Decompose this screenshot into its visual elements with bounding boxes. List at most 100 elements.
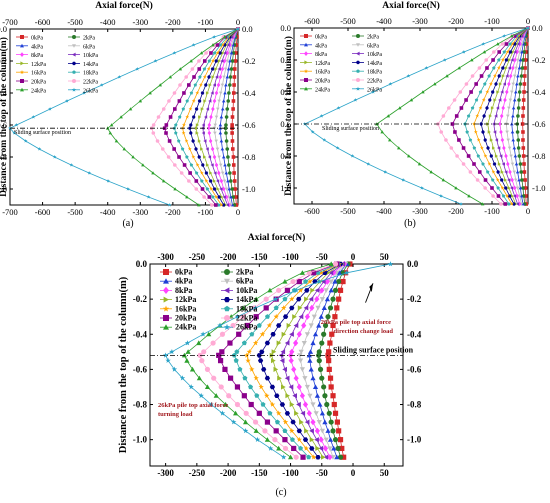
data-point [204,115,208,119]
data-point [502,34,507,38]
data-point [510,58,514,62]
data-point [141,163,145,167]
data-point [398,106,402,110]
data-point [308,323,314,329]
data-point [37,147,42,151]
legend-marker [72,52,76,57]
data-point [316,278,322,284]
data-point [265,314,270,319]
data-point [327,375,334,381]
data-point [191,139,195,143]
data-point [466,154,471,158]
data-point [194,187,199,191]
data-point [480,146,484,150]
data-point [337,454,344,460]
legend-marker [304,86,308,91]
data-point [506,161,510,167]
data-point [195,131,199,135]
data-point [335,146,340,150]
data-point [507,178,511,182]
data-point [293,287,299,293]
x-tick-label-bottom: -200 [448,206,464,216]
data-point [482,114,486,118]
y-tick-label-right: -0.6 [242,120,255,130]
data-point [328,261,334,267]
data-point [459,106,464,110]
y-tick-label-right: -0.2 [407,294,422,304]
series-22kPa [197,261,339,460]
data-point [523,178,527,182]
y-tick-label-left: 0.4 [0,88,8,98]
data-point [517,194,522,198]
data-point [229,179,233,183]
data-point [213,131,217,135]
data-point [524,194,528,198]
data-point [314,393,320,398]
legend-label: 16kPa [31,71,46,77]
series-22kPa [436,26,530,206]
data-point [512,98,517,102]
data-point [298,358,304,364]
data-point [296,296,302,302]
legend-label: 10kPa [367,52,382,58]
y-axis-title: Distance from the top of the column(m) [283,36,294,196]
data-point [514,162,519,166]
data-point [490,186,494,190]
data-point [207,75,211,79]
data-point [207,195,212,199]
data-point [307,349,314,354]
panel-caption: (a) [122,218,133,229]
data-point [227,187,231,191]
data-point [218,163,223,167]
x-tick-label-bottom: -50 [316,468,328,478]
data-point [493,130,497,134]
data-point [282,445,289,452]
data-point [336,106,341,110]
data-point [214,67,218,71]
panel-caption: (c) [275,487,286,498]
data-point [409,98,414,102]
data-point [321,454,326,460]
data-point [441,114,446,118]
data-point [234,401,241,408]
data-point [303,279,308,284]
data-point [332,314,338,320]
legend: 0kPa 2kPa 4kPa 6kPa 8kPa 10kPa 12kPa 14kPa 16kPa… [160,268,257,332]
legend-marker [163,269,169,275]
data-point [508,73,513,79]
data-point [212,51,217,55]
data-point [222,35,227,39]
data-point [200,91,205,95]
data-point [511,50,515,54]
data-point [512,170,517,174]
x-axis-title: Axial force(N) [382,0,440,11]
data-point [219,115,224,119]
data-point [327,437,334,442]
data-point [328,384,334,390]
data-point [258,358,264,363]
data-point [479,74,484,78]
data-point [151,171,155,175]
data-point [309,304,315,311]
x-tick-label-bottom: -400 [100,207,116,217]
data-point [507,146,512,150]
data-point [208,83,212,87]
legend-marker [304,51,308,56]
data-point [293,339,299,347]
data-point [310,454,317,460]
data-point [332,287,339,293]
data-point [233,410,239,416]
data-point [337,287,344,293]
x-tick-label-bottom: -500 [340,206,356,216]
data-point [256,410,262,416]
data-point [330,322,336,329]
data-point [526,26,530,30]
data-point [211,59,215,63]
data-point [503,186,508,190]
y-tick-label-right: -0.4 [242,88,256,98]
data-point [213,123,217,127]
legend-label: 18kPa [236,304,257,313]
legend-marker [356,78,360,82]
x-tick-label-bottom: -200 [165,207,181,217]
data-point [496,106,500,110]
